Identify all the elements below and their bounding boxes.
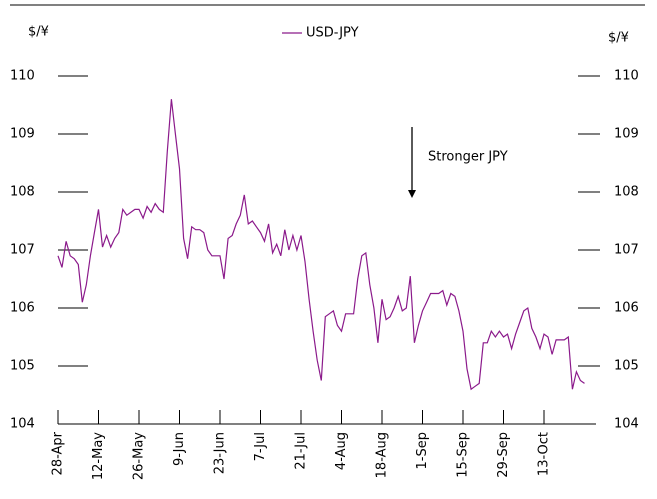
line-series	[57, 99, 585, 391]
y2-tick-label: 109	[614, 127, 639, 142]
y-tick-label: 109	[10, 127, 35, 142]
x-tick-label: 18-Aug	[375, 432, 390, 478]
y-tick-label: 104	[10, 417, 35, 432]
legend-label: USD-JPY	[306, 26, 359, 41]
x-tick-label: 29-Sep	[496, 432, 511, 478]
arrow-head	[408, 190, 416, 198]
x-tick-label: 7-Jul	[253, 432, 268, 461]
y-axis-label: $/¥	[28, 25, 49, 40]
y2-tick-label: 106	[614, 301, 639, 316]
y-tick-label: 106	[10, 301, 35, 316]
x-tick-label: 21-Jul	[294, 432, 309, 470]
x-tick-label: 23-Jun	[213, 432, 228, 474]
y2-tick-label: 110	[614, 69, 639, 84]
y2-tick-label: 104	[614, 417, 639, 432]
x-tick-label: 26-May	[132, 432, 147, 480]
y-tick-label: 110	[10, 69, 35, 84]
y2-axis-label: $/¥	[608, 31, 629, 46]
y-tick-label: 107	[10, 243, 35, 258]
x-tick-label: 1-Sep	[415, 432, 430, 469]
x-tick-label: 13-Oct	[537, 432, 552, 476]
x-tick-label: 4-Aug	[334, 432, 349, 470]
y2-tick-label: 105	[614, 359, 639, 374]
y2-tick-label: 108	[614, 185, 639, 200]
y-tick-label: 108	[10, 185, 35, 200]
x-tick-label: 15-Sep	[456, 432, 471, 478]
x-tick-label: 12-May	[91, 432, 106, 480]
x-tick-label: 9-Jun	[172, 432, 187, 466]
y-tick-label: 105	[10, 359, 35, 374]
x-tick-label: 28-Apr	[51, 431, 66, 475]
annotation: Stronger JPY	[428, 150, 508, 165]
y2-tick-label: 107	[614, 243, 639, 258]
